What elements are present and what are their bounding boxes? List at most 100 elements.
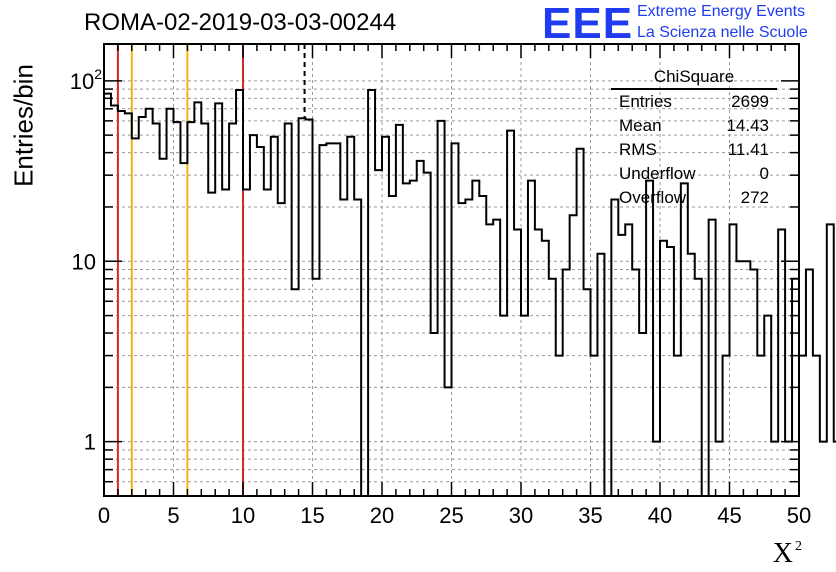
histogram-bin — [757, 356, 764, 496]
histogram-bin — [333, 143, 340, 496]
histogram-bin — [716, 442, 723, 496]
histogram-bin — [354, 199, 361, 496]
histogram-bin — [313, 279, 320, 496]
histogram-bin — [452, 143, 459, 496]
histogram-bin — [319, 145, 326, 496]
histogram-bin — [806, 270, 813, 496]
stats-label: Mean — [619, 116, 662, 135]
histogram-bin — [403, 183, 410, 496]
stats-row-overflow: Overflow 272 — [611, 186, 777, 210]
histogram-bin — [187, 122, 194, 496]
histogram-bin — [764, 316, 771, 496]
histogram-bin — [528, 181, 535, 496]
histogram-bin — [535, 229, 542, 496]
histogram-bin — [556, 356, 563, 496]
histogram-bin — [611, 199, 618, 496]
run-title: ROMA-02-2019-03-03-00244 — [84, 9, 397, 36]
histogram-bin — [180, 163, 187, 496]
histogram-bin — [250, 135, 257, 496]
histogram-bin — [104, 94, 111, 496]
histogram-bin — [563, 270, 570, 496]
histogram-bin — [118, 111, 125, 496]
histogram-bin — [125, 113, 132, 496]
histogram-bin — [799, 356, 806, 496]
histogram-bin — [410, 181, 417, 496]
histogram-outline — [104, 88, 836, 497]
histogram-bin — [723, 356, 730, 496]
stats-box: ChiSquare Entries 2699 Mean 14.43 RMS 11… — [611, 66, 777, 210]
histogram-bin — [278, 203, 285, 496]
x-tick-label: 20 — [370, 503, 394, 528]
x-tick-label: 30 — [509, 503, 533, 528]
histogram-bin — [681, 183, 688, 496]
histogram-bin — [153, 124, 160, 496]
histogram-bin — [208, 193, 215, 496]
histogram-bin — [521, 316, 528, 496]
histogram-bin — [389, 196, 396, 496]
histogram-bin — [146, 109, 153, 496]
histogram-bin — [347, 137, 354, 496]
brand-line-1: Extreme Energy Events — [637, 3, 806, 20]
y-axis-label: Entries/bin — [8, 64, 39, 187]
y-tick-label: 10 — [72, 249, 96, 274]
stats-label: Entries — [619, 92, 672, 111]
histogram-bin — [465, 199, 472, 496]
histogram-bin — [667, 247, 674, 496]
histogram-bin — [285, 124, 292, 496]
histogram-bin — [326, 143, 333, 496]
histogram-bin — [306, 120, 313, 496]
x-tick-label: 15 — [300, 503, 324, 528]
histogram-bin — [549, 279, 556, 496]
histogram-bin — [479, 196, 486, 496]
eee-logo: EEE — [542, 0, 634, 48]
histogram-bin — [507, 131, 514, 496]
histogram-bin — [660, 241, 667, 496]
histogram-bin — [577, 149, 584, 496]
histogram-bin — [771, 442, 778, 496]
histogram-bin — [375, 170, 382, 496]
histogram-bin — [424, 173, 431, 496]
histogram-bin — [264, 189, 271, 496]
x-axis-label-superscript: 2 — [795, 539, 802, 554]
brand-line-2: La Scienza nelle Scuole — [637, 24, 808, 41]
histogram-bin — [743, 261, 750, 496]
x-tick-label: 5 — [167, 503, 179, 528]
histogram-bin — [709, 220, 716, 496]
stats-row-entries: Entries 2699 — [611, 90, 777, 114]
histogram-bin — [493, 220, 500, 496]
histogram-bin — [396, 125, 403, 496]
histogram-bin — [778, 229, 785, 496]
histogram-bin — [653, 442, 660, 496]
histogram-bin — [486, 224, 493, 496]
histogram-bin — [368, 90, 375, 496]
histogram-bin — [132, 138, 139, 496]
histogram-bin — [632, 270, 639, 496]
x-tick-label: 0 — [98, 503, 110, 528]
histogram-bin — [438, 121, 445, 496]
histogram-bin — [417, 161, 424, 496]
histogram-bin — [174, 122, 181, 496]
histogram-bin — [236, 90, 243, 496]
histogram-bin — [215, 103, 222, 496]
x-tick-label: 50 — [787, 503, 811, 528]
y-tick-label: 102 — [70, 66, 102, 94]
x-tick-label: 35 — [578, 503, 602, 528]
histogram-bin — [382, 137, 389, 496]
histogram-bin — [229, 124, 236, 496]
stats-row-mean: Mean 14.43 — [611, 114, 777, 138]
stats-label: RMS — [619, 140, 657, 159]
x-tick-label: 10 — [231, 503, 255, 528]
histogram-bin — [292, 289, 299, 496]
histogram-bin — [639, 333, 646, 496]
histogram-bin — [139, 117, 146, 496]
histogram-bin — [736, 261, 743, 496]
histogram-bin — [820, 442, 827, 496]
histogram-bin — [674, 356, 681, 496]
histogram-bin — [570, 215, 577, 496]
stats-value: 14.43 — [726, 116, 769, 135]
stats-row-underflow: Underflow 0 — [611, 162, 777, 186]
histogram-bin — [340, 199, 347, 496]
histogram-bin — [160, 159, 167, 496]
